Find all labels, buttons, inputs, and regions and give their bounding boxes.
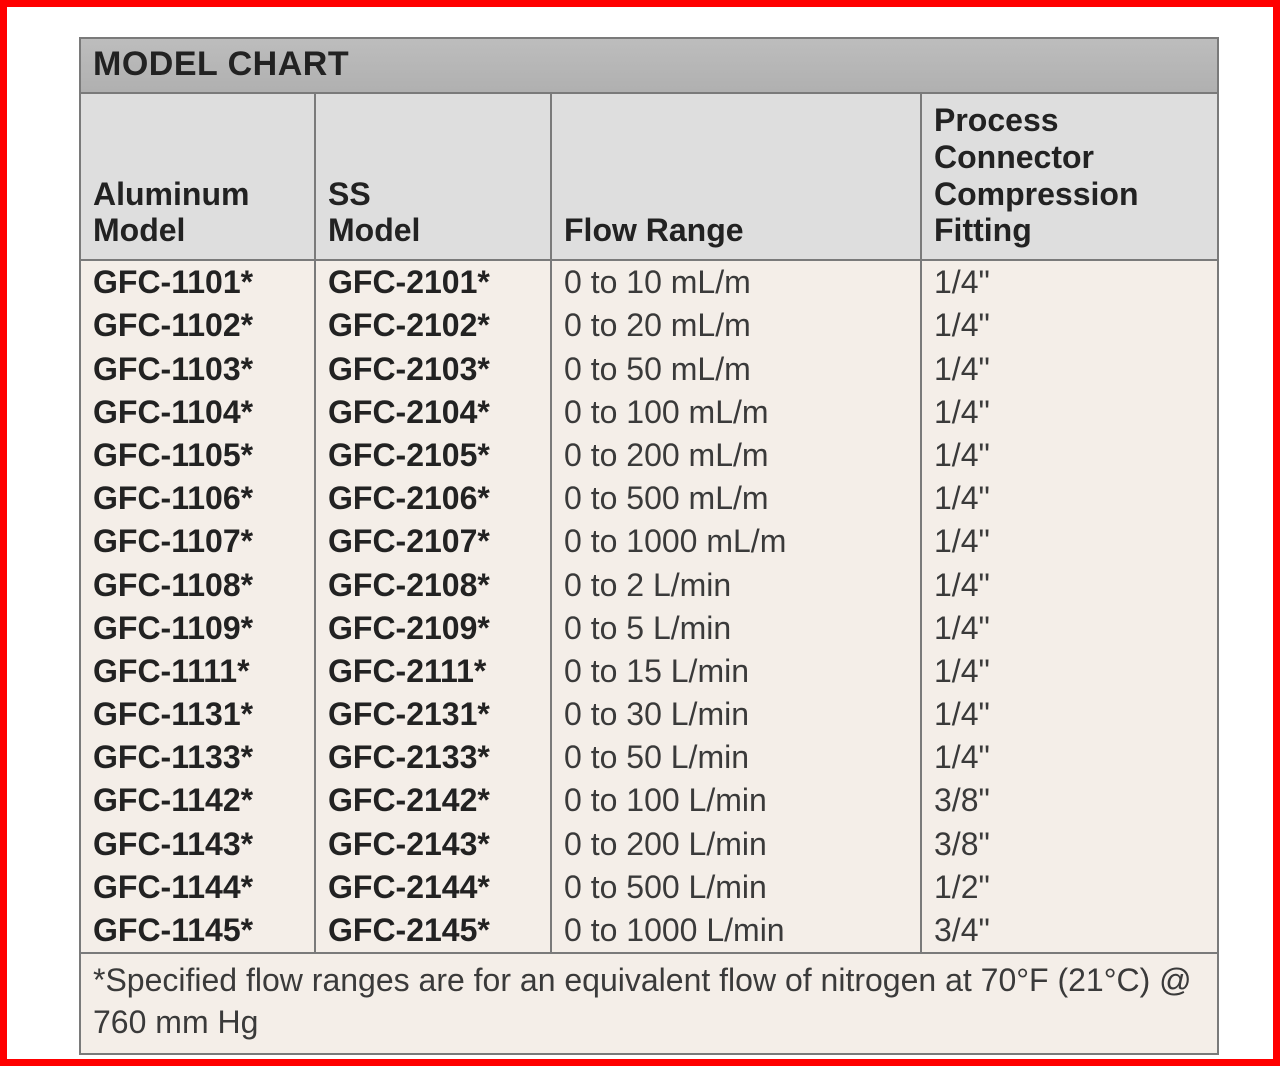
cell-aluminum-model: GFC-1131*: [81, 693, 315, 736]
cell-aluminum-model: GFC-1106*: [81, 477, 315, 520]
cell-fitting: 3/4": [921, 909, 1217, 952]
table-row: GFC-1145*GFC-2145*0 to 1000 L/min3/4": [81, 909, 1217, 952]
cell-aluminum-model: GFC-1143*: [81, 823, 315, 866]
cell-aluminum-model: GFC-1102*: [81, 304, 315, 347]
cell-ss-model: GFC-2111*: [315, 650, 551, 693]
cell-ss-model: GFC-2142*: [315, 779, 551, 822]
cell-aluminum-model: GFC-1108*: [81, 564, 315, 607]
table-row: GFC-1142*GFC-2142*0 to 100 L/min3/8": [81, 779, 1217, 822]
cell-flow-range: 0 to 100 L/min: [551, 779, 921, 822]
col-header-fitting: ProcessConnectorCompressionFitting: [921, 94, 1217, 260]
model-chart-table-container: MODEL CHART AluminumModel SSModel Flow R…: [79, 37, 1219, 1055]
cell-flow-range: 0 to 500 L/min: [551, 866, 921, 909]
cell-fitting: 1/4": [921, 304, 1217, 347]
table-row: GFC-1103*GFC-2103*0 to 50 mL/m1/4": [81, 348, 1217, 391]
cell-fitting: 1/4": [921, 736, 1217, 779]
cell-ss-model: GFC-2101*: [315, 260, 551, 304]
cell-fitting: 1/4": [921, 607, 1217, 650]
cell-fitting: 1/4": [921, 391, 1217, 434]
cell-flow-range: 0 to 20 mL/m: [551, 304, 921, 347]
cell-ss-model: GFC-2108*: [315, 564, 551, 607]
table-row: GFC-1107*GFC-2107*0 to 1000 mL/m1/4": [81, 520, 1217, 563]
cell-ss-model: GFC-2106*: [315, 477, 551, 520]
cell-fitting: 1/4": [921, 477, 1217, 520]
cell-flow-range: 0 to 30 L/min: [551, 693, 921, 736]
table-body: GFC-1101*GFC-2101*0 to 10 mL/m1/4"GFC-11…: [81, 260, 1217, 952]
col-header-flow: Flow Range: [551, 94, 921, 260]
model-chart-table: AluminumModel SSModel Flow Range Process…: [81, 94, 1217, 952]
cell-fitting: 1/2": [921, 866, 1217, 909]
cell-flow-range: 0 to 50 L/min: [551, 736, 921, 779]
cell-flow-range: 0 to 10 mL/m: [551, 260, 921, 304]
cell-ss-model: GFC-2103*: [315, 348, 551, 391]
cell-ss-model: GFC-2144*: [315, 866, 551, 909]
cell-fitting: 1/4": [921, 564, 1217, 607]
cell-aluminum-model: GFC-1109*: [81, 607, 315, 650]
table-row: GFC-1131*GFC-2131*0 to 30 L/min1/4": [81, 693, 1217, 736]
col-header-text: Flow Range: [564, 212, 744, 248]
cell-flow-range: 0 to 1000 L/min: [551, 909, 921, 952]
cell-ss-model: GFC-2133*: [315, 736, 551, 779]
cell-aluminum-model: GFC-1145*: [81, 909, 315, 952]
col-header-text: SSModel: [328, 176, 420, 249]
table-row: GFC-1109*GFC-2109*0 to 5 L/min1/4": [81, 607, 1217, 650]
cell-ss-model: GFC-2145*: [315, 909, 551, 952]
table-row: GFC-1106*GFC-2106*0 to 500 mL/m1/4": [81, 477, 1217, 520]
table-row: GFC-1104*GFC-2104*0 to 100 mL/m1/4": [81, 391, 1217, 434]
cell-aluminum-model: GFC-1144*: [81, 866, 315, 909]
cell-flow-range: 0 to 500 mL/m: [551, 477, 921, 520]
cell-flow-range: 0 to 5 L/min: [551, 607, 921, 650]
cell-aluminum-model: GFC-1103*: [81, 348, 315, 391]
cell-aluminum-model: GFC-1101*: [81, 260, 315, 304]
table-title: MODEL CHART: [81, 39, 1217, 94]
cell-ss-model: GFC-2131*: [315, 693, 551, 736]
col-header-aluminum: AluminumModel: [81, 94, 315, 260]
cell-ss-model: GFC-2102*: [315, 304, 551, 347]
col-header-text: ProcessConnectorCompressionFitting: [934, 102, 1138, 248]
table-row: GFC-1143*GFC-2143*0 to 200 L/min3/8": [81, 823, 1217, 866]
cell-aluminum-model: GFC-1107*: [81, 520, 315, 563]
cell-ss-model: GFC-2105*: [315, 434, 551, 477]
cell-aluminum-model: GFC-1111*: [81, 650, 315, 693]
cell-ss-model: GFC-2107*: [315, 520, 551, 563]
cell-fitting: 1/4": [921, 348, 1217, 391]
cell-fitting: 3/8": [921, 779, 1217, 822]
cell-fitting: 1/4": [921, 260, 1217, 304]
table-footnote: *Specified flow ranges are for an equiva…: [81, 952, 1217, 1053]
table-row: GFC-1144*GFC-2144*0 to 500 L/min1/2": [81, 866, 1217, 909]
cell-fitting: 1/4": [921, 693, 1217, 736]
table-row: GFC-1101*GFC-2101*0 to 10 mL/m1/4": [81, 260, 1217, 304]
outer-frame: MODEL CHART AluminumModel SSModel Flow R…: [0, 0, 1280, 1066]
cell-ss-model: GFC-2143*: [315, 823, 551, 866]
table-row: GFC-1111*GFC-2111*0 to 15 L/min1/4": [81, 650, 1217, 693]
cell-ss-model: GFC-2104*: [315, 391, 551, 434]
cell-aluminum-model: GFC-1142*: [81, 779, 315, 822]
cell-fitting: 1/4": [921, 434, 1217, 477]
cell-flow-range: 0 to 2 L/min: [551, 564, 921, 607]
cell-fitting: 1/4": [921, 650, 1217, 693]
table-row: GFC-1133*GFC-2133*0 to 50 L/min1/4": [81, 736, 1217, 779]
cell-flow-range: 0 to 1000 mL/m: [551, 520, 921, 563]
table-header-row: AluminumModel SSModel Flow Range Process…: [81, 94, 1217, 260]
cell-flow-range: 0 to 15 L/min: [551, 650, 921, 693]
table-row: GFC-1108*GFC-2108*0 to 2 L/min1/4": [81, 564, 1217, 607]
cell-flow-range: 0 to 200 L/min: [551, 823, 921, 866]
cell-flow-range: 0 to 100 mL/m: [551, 391, 921, 434]
col-header-text: AluminumModel: [93, 176, 249, 249]
cell-fitting: 3/8": [921, 823, 1217, 866]
table-row: GFC-1105*GFC-2105*0 to 200 mL/m1/4": [81, 434, 1217, 477]
cell-ss-model: GFC-2109*: [315, 607, 551, 650]
cell-flow-range: 0 to 200 mL/m: [551, 434, 921, 477]
col-header-ss: SSModel: [315, 94, 551, 260]
cell-flow-range: 0 to 50 mL/m: [551, 348, 921, 391]
cell-aluminum-model: GFC-1105*: [81, 434, 315, 477]
cell-fitting: 1/4": [921, 520, 1217, 563]
table-row: GFC-1102*GFC-2102*0 to 20 mL/m1/4": [81, 304, 1217, 347]
cell-aluminum-model: GFC-1104*: [81, 391, 315, 434]
cell-aluminum-model: GFC-1133*: [81, 736, 315, 779]
